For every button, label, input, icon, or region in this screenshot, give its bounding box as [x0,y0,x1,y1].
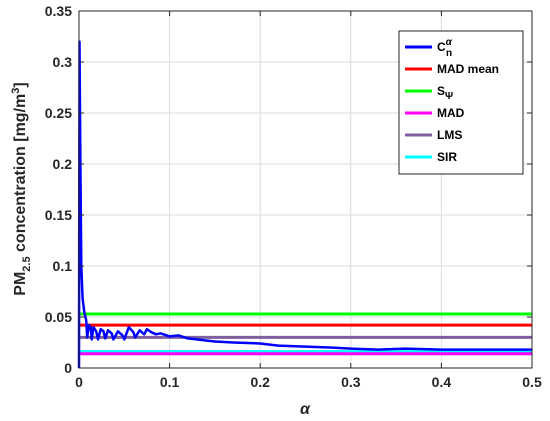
x-axis-label: α [300,401,311,418]
y-tick-label: 0.25 [45,105,72,121]
axis-labels: α PM2.5 concentration [mg/m3] [10,82,311,418]
legend-label-c: Cα n [437,37,453,59]
y-tick-label: 0.2 [53,156,73,172]
y-tick-label: 0.1 [53,258,73,274]
legend-label-mad: MAD [437,106,465,120]
x-tick-label: 0.1 [160,374,180,390]
y-tick-label: 0.3 [53,54,73,70]
y-tick-label: 0.15 [45,207,72,223]
ticks: 0 0.1 0.2 0.3 0.4 0.5 0 0.05 0.1 0.15 0.2 0.25 0.3 0.… [45,3,542,390]
y-axis-label: PM2.5 concentration [mg/m3] [10,82,33,295]
legend-label-s: SΨ [437,84,453,102]
x-tick-label: 0.2 [250,374,270,390]
y-tick-label: 0.05 [45,309,72,325]
legend: Cα n MAD mean SΨ MAD LMS SIR [398,30,524,175]
x-tick-label: 0.3 [341,374,361,390]
x-tick-label: 0.5 [522,374,542,390]
x-tick-label: 0.4 [432,374,452,390]
x-tick-label: 0 [75,374,83,390]
legend-label-mad-mean: MAD mean [437,62,499,76]
y-tick-label: 0.35 [45,3,72,19]
legend-label-lms: LMS [437,128,462,142]
legend-box [398,30,524,175]
series-line-cn-alpha [77,40,532,369]
y-tick-label: 0 [64,360,72,376]
plot-frame [78,10,533,369]
series-lines [77,40,532,369]
legend-label-sir: SIR [437,150,457,164]
